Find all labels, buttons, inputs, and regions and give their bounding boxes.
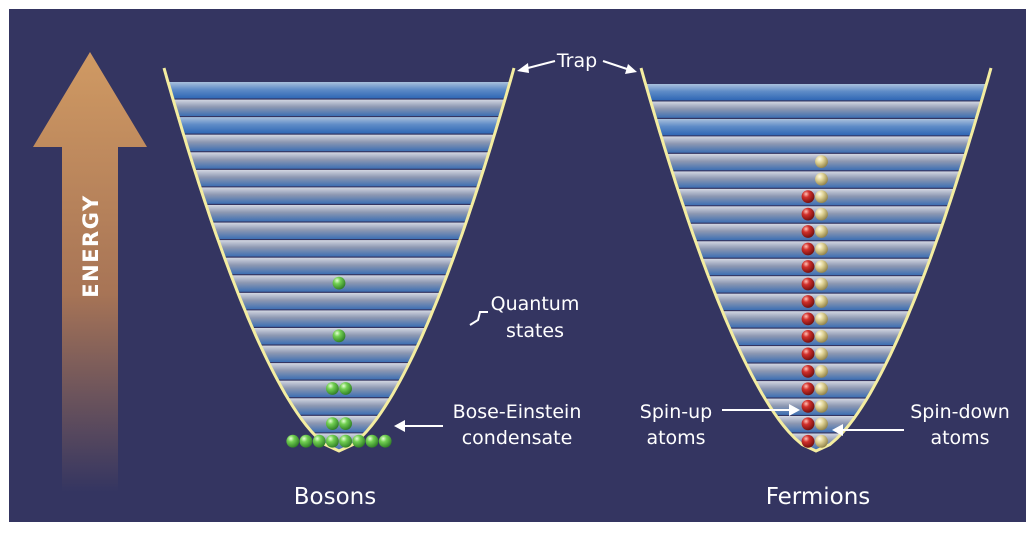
spin-up-atom [801,365,815,378]
energy-level-band [164,152,514,169]
spin-down-atom [815,365,828,378]
spin-down-atom [815,277,828,291]
spin-down-label-line2: atoms [930,427,989,449]
spin-down-atom [815,207,828,221]
boson-atom [312,434,326,448]
spin-down-atom [815,382,828,396]
trap-label: Trap [556,50,597,72]
boson-atom [286,434,300,448]
energy-level-band [164,222,514,239]
boson-atom [326,434,339,448]
energy-level-band [164,82,514,99]
trap-pointer-left [517,60,556,73]
bec-pointer [394,420,443,432]
spin-down-atom [815,155,828,169]
spin-down-atom [815,260,828,273]
bosons-label: Bosons [294,484,376,510]
spin-down-atom [815,434,828,448]
spin-down-atom [815,347,828,361]
fermion-atoms [801,155,828,448]
fermions-label: Fermions [766,484,871,510]
energy-level-band [641,84,991,101]
energy-level-band [641,136,991,153]
spin-up-atom [801,225,815,238]
spin-up-atom [801,260,815,273]
boson-atom [339,434,352,448]
spin-up-atom [801,207,815,221]
boson-atom [352,434,366,448]
energy-label: ENERGY [79,194,103,297]
bec-label-line1: Bose-Einstein [453,401,582,423]
energy-level-band [641,101,991,118]
spin-up-atom [801,434,815,448]
boson-atom [339,382,352,395]
spin-down-label-line1: Spin-down [910,401,1010,423]
boson-atom [326,382,339,395]
energy-level-band [164,169,514,187]
energy-level-band [164,117,514,134]
boson-trap-outline [162,67,516,453]
boson-atom [332,276,346,290]
spin-down-atom [815,417,828,431]
energy-level-band [164,292,514,310]
spin-down-atom [815,225,828,238]
quantum-states-label-line2: states [506,320,564,342]
energy-level-band [164,99,514,116]
spin-up-atom [801,242,815,256]
spin-up-label-line2: atoms [646,427,705,449]
spin-up-atom [801,347,815,361]
boson-atom [378,434,392,448]
spin-down-atom [815,172,828,186]
fermion-trap-outline [639,67,993,453]
boson-atom [332,329,346,343]
boson-atom [365,434,379,448]
energy-level-band [164,205,514,222]
spin-up-label-line1: Spin-up [640,401,712,423]
energy-arrow [33,52,147,492]
spin-down-atom [815,330,828,343]
spin-down-atom [815,312,828,326]
spin-down-atom [815,242,828,256]
boson-atom [326,417,339,430]
boson-atom [299,434,313,448]
energy-level-band [164,187,514,204]
spin-up-pointer [722,404,800,416]
spin-up-atom [801,277,815,291]
spin-up-atom [801,382,815,396]
bec-label-line2: condensate [462,427,573,449]
energy-level-band [164,134,514,152]
energy-level-band [164,257,514,275]
energy-level-band [641,119,991,136]
spin-down-pointer [832,424,904,436]
quantum-states-label-line1: Quantum [491,293,580,315]
spin-down-atom [815,190,828,204]
spin-up-atom [801,295,815,308]
spin-up-atom [801,399,815,413]
spin-up-atom [801,190,815,204]
boson-atom [339,417,352,430]
energy-level-band [164,240,514,257]
boson-atoms [286,276,392,448]
quantum-states-bracket [469,311,488,326]
spin-up-atom [801,330,815,343]
spin-up-atom [801,417,815,431]
spin-down-atom [815,399,828,413]
spin-up-atom [801,312,815,326]
trap-pointer-right [602,60,637,74]
spin-down-atom [815,295,828,308]
